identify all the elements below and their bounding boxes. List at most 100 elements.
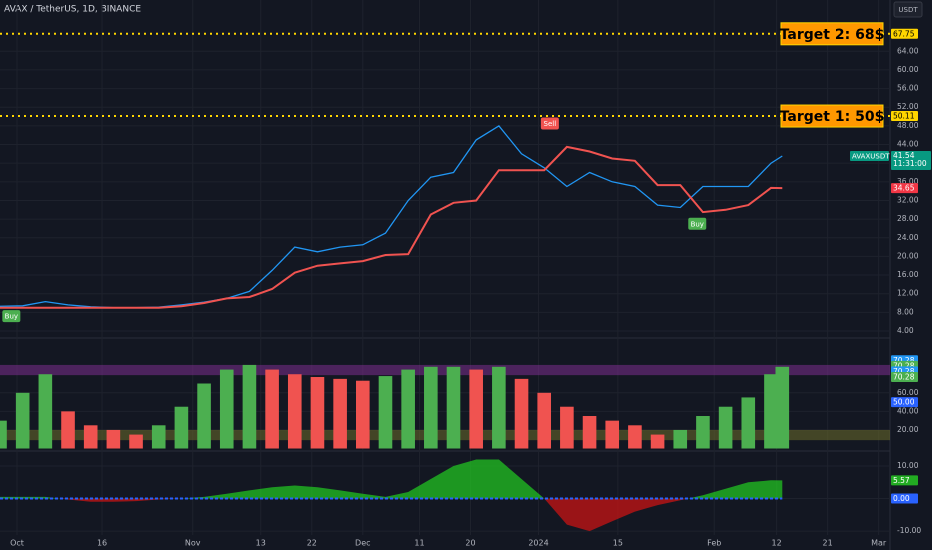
y-tick-label: 28.00 [897, 214, 919, 223]
indicator-label-box [891, 372, 918, 383]
countdown: 11:31:00 [893, 159, 927, 168]
y-tick-label: 44.00 [897, 140, 919, 149]
x-tick-label: 2024 [528, 539, 548, 548]
symbol-box [850, 150, 889, 161]
x-tick-label: 15 [613, 539, 623, 548]
indicator-label-box [891, 397, 918, 408]
histogram-bar [287, 374, 302, 449]
indicator-label: 70.28 [893, 367, 915, 376]
currency: USDT [898, 6, 918, 14]
y-tick-label: 20.00 [897, 425, 919, 434]
indicator-label: 50.00 [893, 398, 915, 407]
histogram-bar [106, 429, 121, 449]
y-tick-label: 56.00 [897, 84, 919, 93]
target-box [780, 22, 884, 46]
x-tick-label: 11 [414, 539, 424, 548]
signal-box [540, 117, 559, 130]
y-tick-label: 32.00 [897, 195, 919, 204]
y-tick-label: 4.00 [897, 326, 914, 335]
x-tick-label: 21 [823, 539, 833, 548]
x-tick-label: 20 [465, 539, 475, 548]
last-price: 41.54 [893, 151, 915, 160]
histogram-bar [129, 434, 143, 449]
indicator-label: 0.00 [893, 494, 910, 503]
histogram-bar [560, 406, 574, 449]
indicator-label: 5.57 [893, 476, 910, 485]
histogram-bar [38, 374, 53, 449]
band [0, 364, 890, 376]
y-tick-label: 60.00 [897, 65, 919, 74]
histogram-bar [650, 434, 665, 449]
histogram-bar [0, 420, 7, 449]
y-tick-label: 48.00 [897, 121, 919, 130]
indicator-label-box [891, 493, 918, 504]
histogram-bar [605, 420, 620, 449]
y-tick-label: -10.00 [897, 526, 921, 535]
last-price-box [891, 150, 931, 170]
histogram-bar [61, 411, 75, 449]
currency-box[interactable] [893, 1, 923, 18]
signal-box [688, 217, 707, 230]
signal-label: Buy [5, 313, 18, 321]
chart-title: AVAX / TetherUS, 1D, BINANCE [4, 5, 141, 15]
y-tick-label: 40.00 [897, 406, 919, 415]
histogram-bar [696, 416, 710, 449]
indicator-label: 70.28 [893, 361, 915, 370]
y-tick-label: 64.00 [897, 46, 919, 55]
x-tick-label: Nov [185, 539, 201, 548]
histogram-bar [197, 383, 211, 449]
histogram-bar [151, 425, 166, 449]
histogram-bar [764, 374, 778, 449]
histogram-bar [15, 392, 30, 449]
y-tick-label: 10.00 [897, 461, 919, 470]
signal-label: Buy [691, 220, 704, 228]
price-label-box [891, 111, 918, 122]
price-label-box [891, 183, 918, 194]
histogram-bar [219, 369, 234, 449]
histogram-bar [401, 369, 415, 449]
target-box [780, 104, 884, 128]
histogram-bar [356, 380, 370, 449]
histogram-bar [83, 425, 98, 449]
y-tick-label: 20.00 [897, 251, 919, 260]
histogram-bar [446, 366, 461, 449]
histogram-bar [310, 377, 325, 449]
indicator-label-box [891, 475, 918, 486]
y-tick-label: 52.00 [897, 102, 919, 111]
price-label: 50.11 [893, 112, 915, 121]
x-tick-label: 13 [256, 539, 266, 548]
x-tick-label: Feb [707, 539, 721, 548]
y-tick-label: 60.00 [897, 388, 919, 397]
histogram-bar [514, 378, 529, 449]
histogram-bar [741, 397, 756, 449]
histogram-bar [537, 392, 552, 449]
y-tick-label: 24.00 [897, 233, 919, 242]
x-tick-label: 16 [97, 539, 107, 548]
histogram-bar [242, 364, 257, 449]
histogram-bar [582, 416, 597, 449]
signal-label: Sell [544, 120, 557, 128]
y-tick-label: 12.00 [897, 289, 919, 298]
x-tick-label: Mar [871, 539, 887, 548]
histogram-bar [718, 406, 733, 449]
indicator-label: 70.28 [893, 373, 915, 382]
x-tick-label: 12 [772, 539, 782, 548]
x-tick-label: Oct [10, 539, 24, 548]
histogram-bar [673, 429, 688, 449]
histogram-bar [469, 369, 483, 449]
target-label: Target 2: 68$ [780, 27, 885, 43]
x-tick-label: Dec [355, 539, 370, 548]
y-tick-label: 16.00 [897, 270, 919, 279]
stop-line [0, 145, 783, 309]
price-label: 34.65 [893, 184, 915, 193]
histogram-bar [775, 366, 790, 449]
target-label: Target 1: 50$ [780, 109, 885, 125]
negative-area [60, 498, 688, 532]
indicator-label: 70.28 [893, 356, 915, 365]
x-tick-label: 22 [307, 539, 317, 548]
symbol-label: AVAXUSDT [852, 152, 890, 160]
band [0, 429, 890, 441]
price-label-box [891, 28, 918, 39]
